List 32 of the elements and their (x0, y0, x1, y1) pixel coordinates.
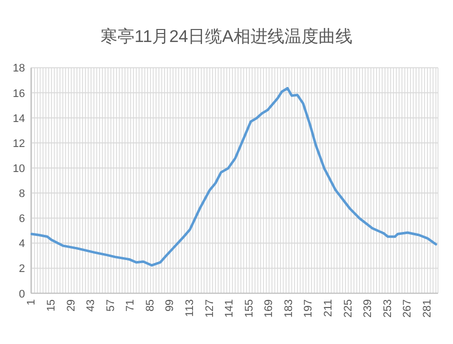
y-tick-label: 12 (12, 138, 25, 150)
y-tick-label: 14 (12, 112, 25, 125)
x-tick-label: 211 (322, 299, 334, 317)
x-tick-label: 253 (382, 299, 394, 318)
x-tick-label: 85 (144, 299, 156, 312)
y-tick-label: 10 (12, 162, 25, 175)
x-tick-label: 155 (243, 299, 256, 318)
x-tick-label: 127 (204, 299, 216, 318)
y-tick-label: 6 (18, 213, 25, 226)
x-tick-label: 57 (104, 299, 117, 312)
x-tick-label: 71 (124, 299, 137, 312)
y-tick-label: 8 (18, 188, 25, 200)
y-tick-label: 0 (18, 288, 25, 300)
chart-title: 寒亭11月24日缆A相进线温度曲线 (100, 27, 352, 46)
x-tick-label: 29 (65, 299, 78, 312)
x-tick-label: 113 (184, 299, 196, 317)
y-tick-label: 4 (18, 238, 25, 250)
x-tick-label: 141 (224, 299, 236, 318)
x-tick-label: 197 (302, 299, 315, 318)
x-tick-label: 183 (282, 299, 295, 318)
y-tick-label: 2 (18, 263, 25, 276)
x-tick-label: 15 (45, 299, 58, 312)
y-tick-label: 18 (12, 62, 25, 75)
x-tick-label: 239 (362, 299, 374, 318)
x-tick-label: 225 (342, 299, 354, 318)
x-tick-label: 267 (402, 299, 414, 318)
x-tick-label: 43 (85, 299, 98, 312)
x-tick-label: 281 (421, 299, 434, 318)
y-tick-label: 16 (12, 88, 25, 100)
x-tick-label: 1 (26, 299, 38, 306)
x-tick-label: 99 (164, 299, 176, 312)
x-tick-label: 169 (263, 299, 276, 318)
